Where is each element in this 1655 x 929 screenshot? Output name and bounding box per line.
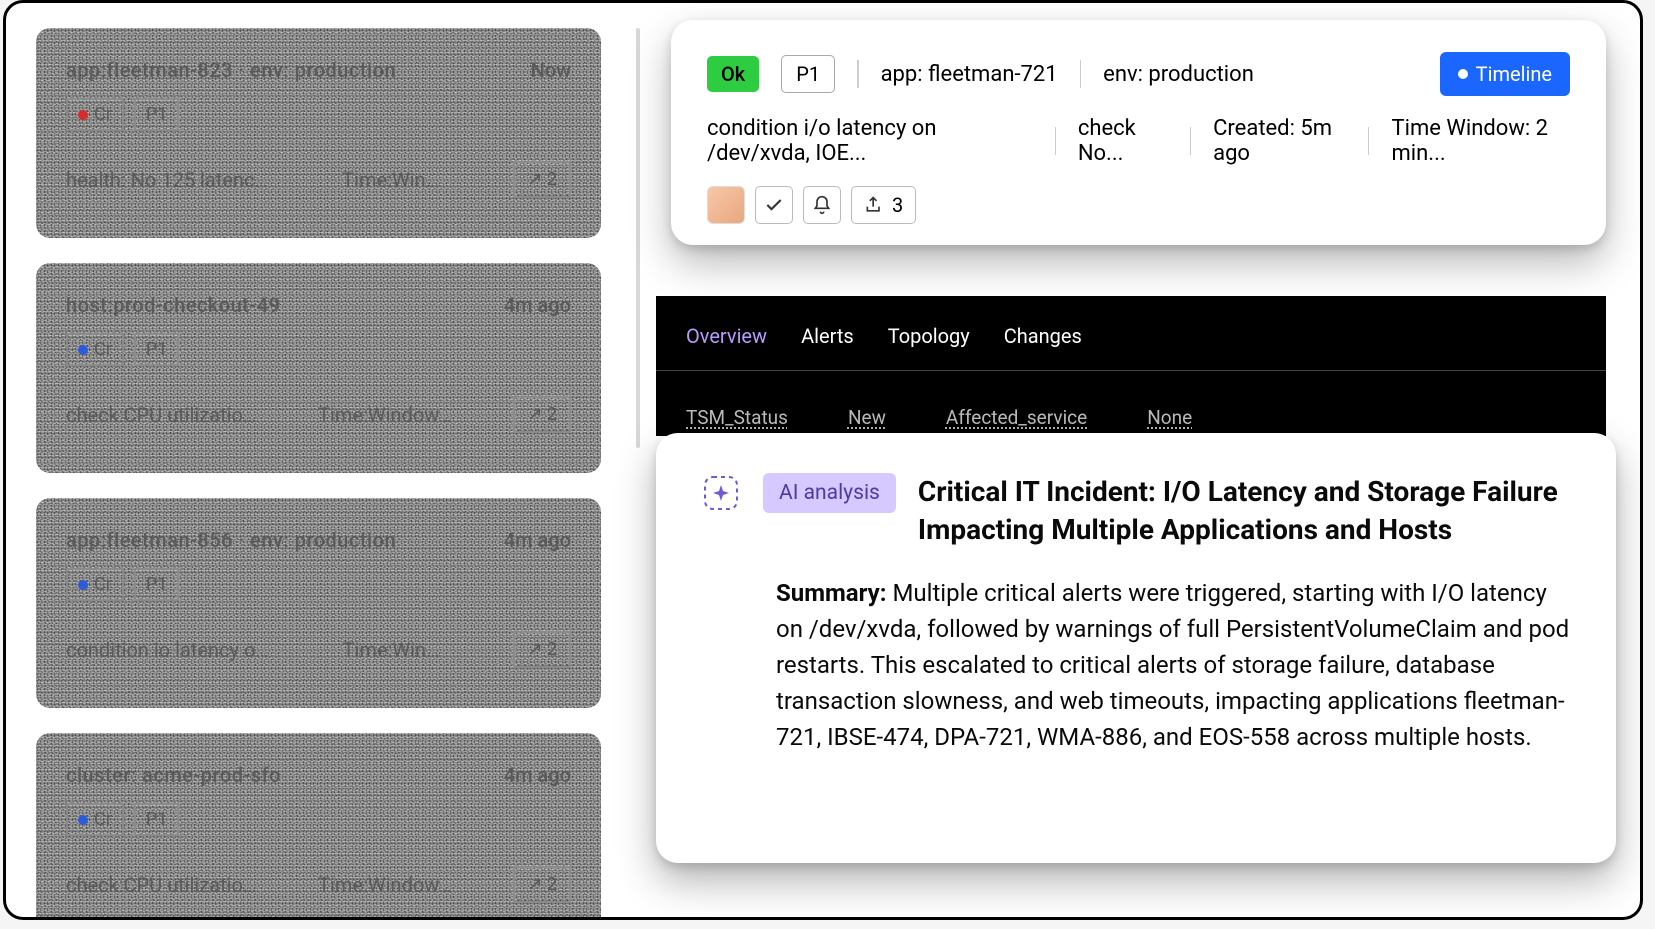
ack-button[interactable]: [755, 186, 793, 224]
notify-button[interactable]: [803, 186, 841, 224]
tab-topology[interactable]: Topology: [888, 324, 970, 366]
incident-window: Time:Window…: [318, 873, 451, 897]
share-button[interactable]: 3: [851, 186, 916, 224]
expand-button[interactable]: ↗ 2: [513, 866, 571, 903]
alert-detail-card: Ok P1 app: fleetman-721 env: production …: [671, 20, 1606, 245]
timeline-label: Timeline: [1476, 62, 1552, 86]
priority-badge: P1: [134, 803, 179, 836]
expand-button[interactable]: ↗ 2: [513, 161, 571, 198]
severity-dot-icon: [78, 580, 88, 590]
alert-condition: condition i/o latency on /dev/xvda, IOE.…: [707, 116, 1033, 166]
incident-list: app:fleetman-823 · env: production Now C…: [36, 28, 601, 920]
severity-dot-icon: [78, 345, 88, 355]
app-frame: app:fleetman-823 · env: production Now C…: [3, 0, 1643, 920]
alert-created: Created: 5m ago: [1213, 116, 1346, 166]
incident-check: health: No 125 latenc…: [66, 168, 268, 192]
severity-badge: Cr: [66, 803, 124, 836]
incident-check: check:CPU utilizatio…: [66, 403, 256, 427]
meta-row: TSM_Status New Affected_service None: [686, 406, 1576, 429]
priority-badge: P1: [134, 568, 179, 601]
incident-card[interactable]: app:fleetman-823 · env: production Now C…: [36, 28, 601, 238]
expand-button[interactable]: ↗ 2: [513, 396, 571, 433]
incident-check: check:CPU utilizatio…: [66, 873, 256, 897]
avatar[interactable]: [707, 186, 745, 224]
priority-badge: P1: [781, 55, 835, 93]
ai-summary-label: Summary:: [776, 579, 886, 607]
incident-time: 4m ago: [504, 763, 571, 787]
alert-app: app: fleetman-721: [881, 62, 1058, 87]
detail-tabs-panel: Overview Alerts Topology Changes TSM_Status…: [656, 296, 1606, 436]
meta-tsm-status-label: TSM_Status: [686, 406, 788, 429]
incident-window: Time:Win…: [343, 638, 440, 662]
severity-badge: Cr: [66, 98, 124, 131]
severity-badge: Cr: [66, 568, 124, 601]
tab-changes[interactable]: Changes: [1004, 324, 1082, 366]
incident-title: app:fleetman-823 · env: production: [66, 58, 396, 82]
status-badge: Ok: [707, 56, 759, 92]
ai-analysis-card: AI analysis Critical IT Incident: I/O La…: [656, 433, 1616, 863]
incident-card[interactable]: cluster: acme-prod-sfo 4m ago Cr P1 chec…: [36, 733, 601, 920]
incident-card[interactable]: host:prod-checkout-49 4m ago Cr P1 check…: [36, 263, 601, 473]
bell-icon: [812, 195, 832, 215]
alert-timewindow: Time Window: 2 min...: [1391, 116, 1570, 166]
ai-title: Critical IT Incident: I/O Latency and St…: [918, 473, 1571, 549]
meta-affected-service-label: Affected_service: [946, 406, 1087, 429]
incident-time: 4m ago: [504, 293, 571, 317]
meta-tsm-status-value: New: [848, 406, 886, 429]
severity-dot-icon: [78, 110, 88, 120]
alert-env: env: production: [1103, 62, 1254, 87]
ai-summary-body: Multiple critical alerts were triggered,…: [776, 579, 1569, 751]
incident-title: app:fleetman-856 · env: production: [66, 528, 396, 552]
severity-badge: Cr: [66, 333, 124, 366]
incident-window: Time:Win…: [342, 168, 439, 192]
tab-alerts[interactable]: Alerts: [801, 324, 854, 366]
expand-button[interactable]: ↗ 2: [513, 631, 571, 668]
incident-card[interactable]: app:fleetman-856 · env: production 4m ag…: [36, 498, 601, 708]
check-icon: [764, 195, 784, 215]
severity-dot-icon: [78, 815, 88, 825]
sparkle-icon: [701, 473, 741, 513]
timeline-dot-icon: [1458, 69, 1468, 79]
ai-summary: Summary: Multiple critical alerts were t…: [776, 575, 1571, 755]
incident-window: Time:Window…: [318, 403, 451, 427]
priority-badge: P1: [134, 333, 179, 366]
ai-analysis-badge: AI analysis: [763, 473, 896, 513]
alert-check: check No...: [1078, 116, 1168, 166]
tabs-row: Overview Alerts Topology Changes: [686, 324, 1576, 366]
vertical-divider: [636, 28, 640, 448]
meta-affected-service-value: None: [1147, 406, 1192, 429]
incident-check: condition io latency o…: [66, 638, 269, 662]
tab-overview[interactable]: Overview: [686, 324, 767, 366]
incident-time: 4m ago: [504, 528, 571, 552]
timeline-button[interactable]: Timeline: [1440, 52, 1570, 96]
priority-badge: P1: [134, 98, 179, 131]
incident-title: cluster: acme-prod-sfo: [66, 763, 281, 787]
incident-title: host:prod-checkout-49: [66, 293, 280, 317]
incident-time: Now: [531, 58, 571, 82]
share-icon: [864, 195, 884, 215]
share-count: 3: [892, 193, 903, 217]
